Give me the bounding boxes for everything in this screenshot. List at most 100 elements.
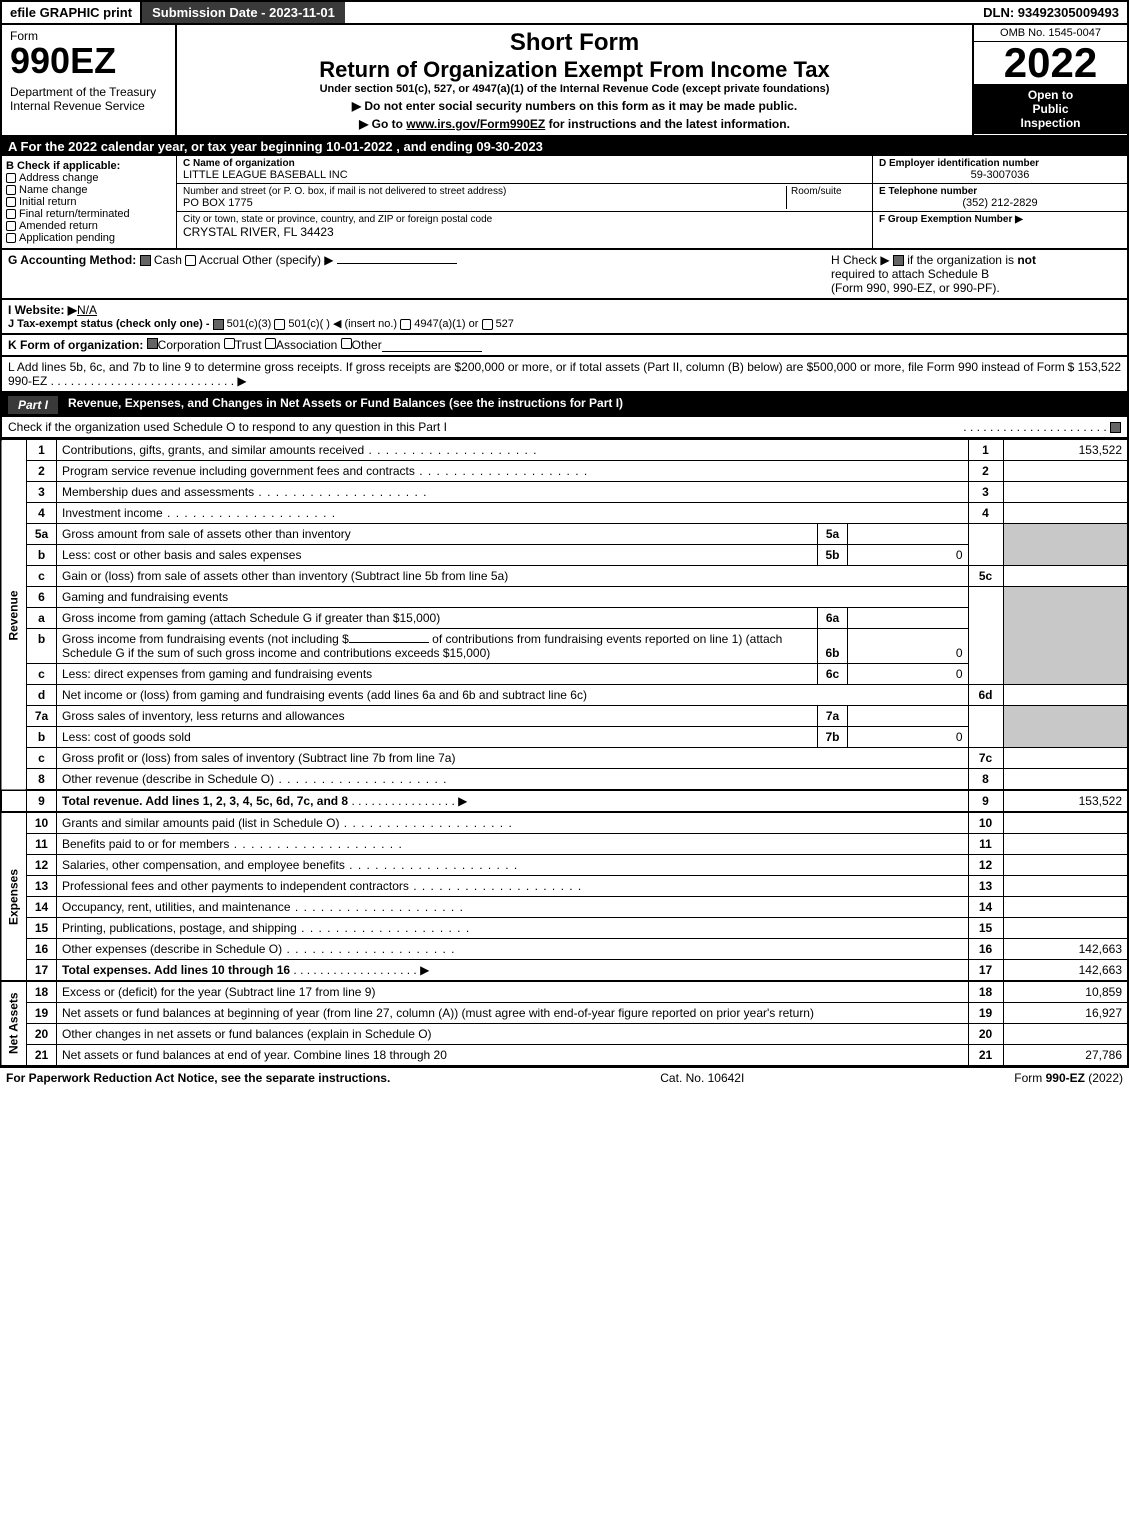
checkbox-other[interactable] [341,338,352,349]
line-5a: Gross amount from sale of assets other t… [57,524,818,544]
g-label: G Accounting Method: [8,253,136,267]
line-15: Printing, publications, postage, and shi… [57,918,969,939]
checkbox-accrual[interactable] [185,255,196,266]
checkbox-501c3[interactable] [213,319,224,330]
d-label: D Employer identification number [879,158,1121,169]
k-other: Other [352,338,382,352]
checkbox-cash[interactable] [140,255,151,266]
k-corp: Corporation [158,338,221,352]
line-21: Net assets or fund balances at end of ye… [57,1045,969,1067]
h-txt2: if the organization is [904,253,1017,267]
other-input[interactable] [337,263,457,264]
city: CRYSTAL RIVER, FL 34423 [183,225,866,239]
i-line: I Website: ▶N/A [8,303,1121,317]
ssn-warning: ▶ Do not enter social security numbers o… [181,99,968,113]
checkbox-4947[interactable] [400,319,411,330]
line-9: Total revenue. Add lines 1, 2, 3, 4, 5c,… [62,794,348,808]
short-form: Short Form [181,29,968,57]
checkbox-amended[interactable] [6,221,16,231]
amt-7b-inner: 0 [848,727,968,747]
line-6b-input[interactable] [349,642,429,643]
line-17: Total expenses. Add lines 10 through 16 [62,963,290,977]
submission-date-btn[interactable]: Submission Date - 2023-11-01 [142,2,345,23]
part1-title: Revenue, Expenses, and Changes in Net As… [68,396,623,414]
h-not: not [1017,253,1036,267]
footer: For Paperwork Reduction Act Notice, see … [0,1067,1129,1088]
efile-print-btn[interactable]: efile GRAPHIC print [2,2,142,23]
fr-post: (2022) [1085,1071,1123,1085]
checkbox-final[interactable] [6,209,16,219]
part1-check: Check if the organization used Schedule … [0,417,1129,439]
b-column: B Check if applicable: Address change Na… [2,156,177,248]
i-label: I Website: ▶ [8,303,77,317]
checkbox-initial[interactable] [6,197,16,207]
k-block: K Form of organization: Corporation Trus… [0,335,1129,357]
inspection-badge: Open to Public Inspection [974,84,1127,134]
amt-5b-inner: 0 [848,545,968,565]
top-left: efile GRAPHIC print Submission Date - 20… [2,2,345,23]
checkbox-name[interactable] [6,185,16,195]
line-11: Benefits paid to or for members [57,834,969,855]
section-b-c-d: B Check if applicable: Address change Na… [0,156,1129,250]
amt-19: 16,927 [1003,1003,1128,1024]
checkbox-part1[interactable] [1110,422,1121,433]
checkbox-527[interactable] [482,319,493,330]
amt-14 [1003,897,1128,918]
b-opt-label: Address change [19,172,99,184]
website: N/A [77,303,97,317]
k-other-input[interactable] [382,338,482,352]
amt-5c [1003,566,1128,587]
amt-6b-inner: 0 [848,629,968,663]
checkbox-pending[interactable] [6,233,16,243]
amt-6a-inner [848,608,968,628]
footer-right: Form 990-EZ (2022) [1014,1071,1123,1085]
b-opt-label: Amended return [19,220,98,232]
checkbox-trust[interactable] [224,338,235,349]
d-block: D Employer identification number 59-3007… [873,156,1127,184]
badge3: Inspection [978,116,1123,130]
line-10: Grants and similar amounts paid (list in… [57,812,969,834]
h-line: H Check ▶ if the organization is not req… [831,253,1121,295]
city-label: City or town, state or province, country… [183,214,866,225]
b-opt: Application pending [6,232,172,244]
goto-link[interactable]: www.irs.gov/Form990EZ [406,117,545,131]
e-block: E Telephone number (352) 212-2829 [873,184,1127,212]
l-block: L Add lines 5b, 6c, and 7b to line 9 to … [0,357,1129,393]
amt-5a-inner [848,524,968,544]
line-6c: Less: direct expenses from gaming and fu… [57,664,818,684]
amt-20 [1003,1024,1128,1045]
footer-mid: Cat. No. 10642I [660,1071,744,1085]
b-opt-label: Final return/terminated [19,208,130,220]
checkbox-assoc[interactable] [265,338,276,349]
amt-10 [1003,812,1128,834]
line-a: A For the 2022 calendar year, or tax yea… [0,137,1129,156]
checkbox-address[interactable] [6,173,16,183]
checkbox-501c[interactable] [274,319,285,330]
footer-left: For Paperwork Reduction Act Notice, see … [6,1071,390,1085]
l-amount: $ 153,522 [1068,360,1121,388]
street: PO BOX 1775 [183,197,786,209]
line-3: Membership dues and assessments [57,482,969,503]
line-7a: Gross sales of inventory, less returns a… [57,706,818,726]
form-number: 990EZ [10,43,167,79]
amt-4 [1003,503,1128,524]
line-1: Contributions, gifts, grants, and simila… [57,440,969,461]
b-opt: Name change [6,184,172,196]
k-label: K Form of organization: [8,338,143,352]
line-12: Salaries, other compensation, and employ… [57,855,969,876]
line-4: Investment income [57,503,969,524]
goto-post: for instructions and the latest informat… [545,117,790,131]
b-header: B Check if applicable: [6,160,172,172]
checkbox-h[interactable] [893,255,904,266]
room-label: Room/suite [786,186,866,209]
amt-6c-inner: 0 [848,664,968,684]
netassets-label: Net Assets [1,981,27,1066]
org-name: LITTLE LEAGUE BASEBALL INC [183,169,866,181]
fr-pre: Form [1014,1071,1045,1085]
c-street-block: Number and street (or P. O. box, if mail… [177,184,872,212]
return-title: Return of Organization Exempt From Incom… [181,57,968,83]
checkbox-corp[interactable] [147,338,158,349]
amt-2 [1003,461,1128,482]
line-5b: Less: cost or other basis and sales expe… [57,545,818,565]
goto-line: ▶ Go to www.irs.gov/Form990EZ for instru… [181,117,968,131]
